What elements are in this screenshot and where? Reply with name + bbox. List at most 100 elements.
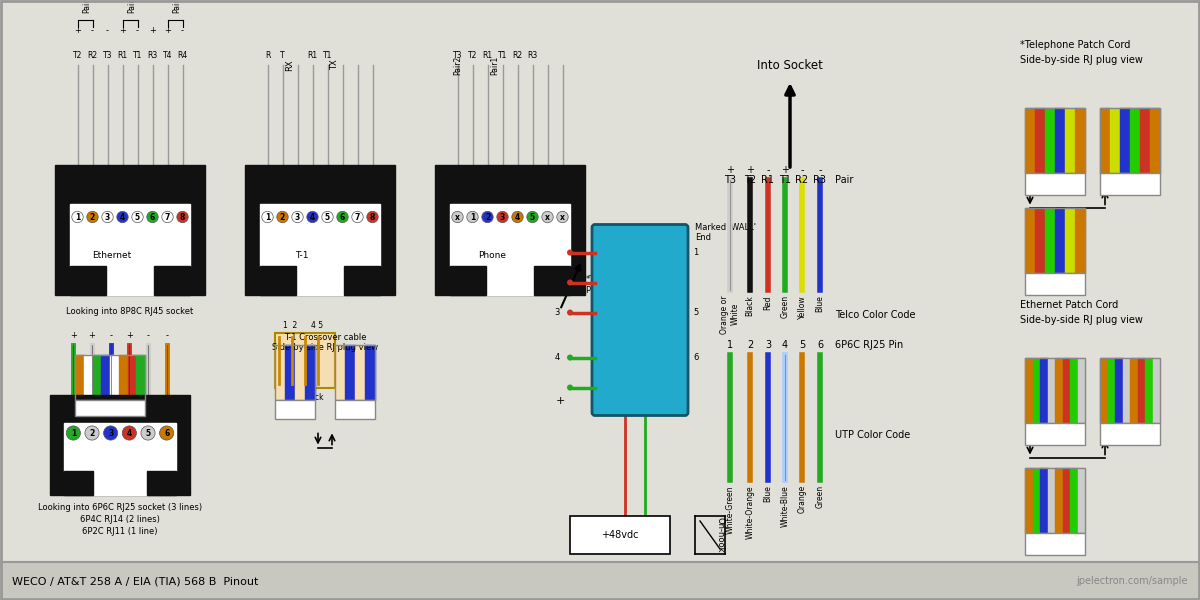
Polygon shape [1062, 358, 1070, 422]
Polygon shape [1130, 358, 1138, 422]
Text: -: - [181, 26, 184, 35]
Text: +: + [149, 26, 156, 35]
Bar [74, 400, 145, 416]
Text: 5: 5 [694, 308, 698, 317]
Polygon shape [92, 355, 101, 400]
Bar [1025, 422, 1085, 445]
Polygon shape [1070, 467, 1078, 533]
Text: 1: 1 [265, 212, 270, 221]
Text: 3: 3 [295, 212, 300, 221]
Text: T3: T3 [724, 175, 736, 185]
Text: +: + [126, 331, 133, 340]
Text: Into Socket: Into Socket [757, 59, 823, 72]
Bar [436, 165, 586, 295]
Polygon shape [1032, 358, 1040, 422]
Text: *Telephone
Patch Cord: *Telephone Patch Cord [586, 275, 634, 295]
Circle shape [140, 426, 155, 440]
Bar [55, 165, 205, 295]
Text: T3: T3 [103, 51, 113, 60]
Polygon shape [1025, 208, 1034, 272]
Polygon shape [335, 345, 346, 400]
Text: Green: Green [780, 295, 790, 318]
Text: Marked 'WALL'
End: Marked 'WALL' End [695, 223, 756, 242]
Text: Pair4: Pair4 [173, 0, 181, 13]
Polygon shape [137, 355, 145, 400]
Polygon shape [1138, 358, 1145, 422]
Text: +: + [119, 26, 126, 35]
Circle shape [176, 211, 188, 223]
Text: -: - [109, 331, 112, 340]
Text: 5: 5 [134, 212, 140, 221]
Bar [450, 204, 570, 266]
Circle shape [162, 211, 173, 223]
Polygon shape [1034, 208, 1045, 272]
Text: 4 5: 4 5 [311, 322, 323, 331]
Text: jpelectron.com/sample: jpelectron.com/sample [1076, 576, 1188, 586]
Polygon shape [1055, 107, 1066, 173]
Text: 1: 1 [74, 212, 80, 221]
Bar [1100, 422, 1160, 445]
Circle shape [467, 211, 478, 223]
Text: 6: 6 [164, 428, 169, 437]
Polygon shape [1140, 107, 1150, 173]
Bar [335, 345, 374, 400]
Text: 7: 7 [355, 212, 360, 221]
Polygon shape [355, 345, 365, 400]
Bar [50, 395, 190, 495]
Text: R: R [265, 51, 270, 60]
Circle shape [568, 280, 574, 286]
Text: 4: 4 [127, 428, 132, 437]
Text: T-1 Crossover cable: T-1 Crossover cable [283, 332, 366, 341]
Text: 4: 4 [310, 212, 316, 221]
Text: T1: T1 [779, 175, 791, 185]
Bar [534, 266, 570, 295]
Text: x: x [455, 212, 460, 221]
Polygon shape [1045, 107, 1055, 173]
Polygon shape [295, 345, 305, 400]
Circle shape [146, 211, 158, 223]
Circle shape [66, 426, 80, 440]
Bar [245, 165, 395, 295]
Text: 3: 3 [108, 428, 113, 437]
Text: -: - [767, 165, 769, 175]
Circle shape [497, 211, 509, 223]
Bar [260, 266, 296, 295]
Text: +: + [74, 26, 80, 35]
Text: -: - [558, 235, 562, 245]
Polygon shape [101, 355, 110, 400]
Bar [275, 332, 335, 388]
Text: Pair2: Pair2 [454, 55, 462, 74]
Text: 3: 3 [104, 212, 110, 221]
Text: 5: 5 [325, 212, 330, 221]
Text: Green: Green [816, 485, 824, 508]
Text: 1: 1 [470, 212, 475, 221]
Polygon shape [1152, 358, 1160, 422]
Circle shape [512, 211, 523, 223]
Text: +: + [164, 26, 170, 35]
Polygon shape [1100, 107, 1110, 173]
Circle shape [122, 426, 137, 440]
Text: 3: 3 [554, 308, 560, 317]
Text: +48vdc: +48vdc [601, 530, 638, 540]
Bar [260, 204, 380, 266]
Text: T1: T1 [133, 51, 142, 60]
Text: x: x [545, 212, 550, 221]
Circle shape [352, 211, 364, 223]
Bar [1025, 358, 1085, 422]
Circle shape [337, 211, 348, 223]
Polygon shape [1110, 107, 1120, 173]
Text: -: - [146, 331, 150, 340]
Text: 6: 6 [817, 340, 823, 350]
Polygon shape [1025, 358, 1032, 422]
Text: -: - [800, 165, 804, 175]
Polygon shape [74, 355, 84, 400]
Bar [64, 423, 176, 471]
Text: R1: R1 [762, 175, 774, 185]
Bar [74, 355, 145, 400]
Circle shape [103, 426, 118, 440]
Text: -: - [106, 26, 109, 35]
Text: Side-by-side RJ plug view: Side-by-side RJ plug view [272, 343, 378, 352]
Text: UTP Color Code: UTP Color Code [835, 430, 911, 440]
Text: T1: T1 [498, 51, 508, 60]
Text: +: + [556, 395, 565, 406]
